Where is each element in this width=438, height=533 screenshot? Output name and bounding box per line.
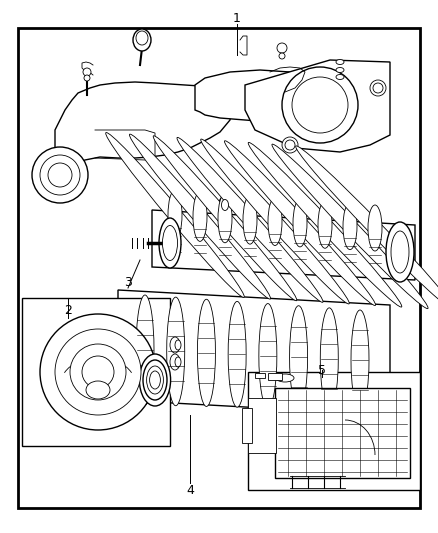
Ellipse shape (143, 360, 167, 400)
Polygon shape (55, 82, 232, 175)
Ellipse shape (248, 142, 402, 307)
Circle shape (373, 83, 383, 93)
Bar (255, 373, 265, 378)
Circle shape (48, 163, 72, 187)
Ellipse shape (272, 144, 428, 309)
Polygon shape (245, 60, 390, 152)
Ellipse shape (153, 136, 297, 301)
Ellipse shape (222, 199, 229, 211)
Ellipse shape (290, 306, 307, 409)
Ellipse shape (293, 199, 307, 247)
Circle shape (277, 43, 287, 53)
Ellipse shape (130, 134, 271, 299)
Ellipse shape (386, 222, 414, 282)
Ellipse shape (193, 192, 207, 241)
Ellipse shape (219, 196, 231, 214)
Ellipse shape (150, 371, 160, 389)
Ellipse shape (268, 198, 282, 246)
Ellipse shape (201, 139, 349, 304)
Text: 2: 2 (64, 303, 72, 317)
Circle shape (370, 80, 386, 96)
Circle shape (282, 137, 298, 153)
Ellipse shape (343, 203, 357, 249)
Circle shape (55, 329, 141, 415)
Ellipse shape (170, 337, 180, 353)
Ellipse shape (136, 31, 148, 45)
Bar (248, 372, 420, 490)
Ellipse shape (86, 381, 110, 399)
Ellipse shape (175, 340, 181, 350)
Bar (275, 388, 410, 478)
Ellipse shape (139, 354, 170, 406)
Circle shape (292, 77, 348, 133)
Ellipse shape (224, 141, 375, 305)
Circle shape (40, 314, 156, 430)
Ellipse shape (259, 304, 277, 408)
Ellipse shape (170, 354, 180, 370)
Ellipse shape (147, 366, 163, 394)
Ellipse shape (136, 295, 154, 405)
Circle shape (32, 147, 88, 203)
Ellipse shape (318, 201, 332, 248)
Text: 3: 3 (124, 277, 132, 289)
Ellipse shape (243, 196, 257, 244)
Circle shape (70, 344, 126, 400)
Ellipse shape (198, 300, 215, 407)
Ellipse shape (391, 231, 409, 273)
Ellipse shape (159, 218, 181, 268)
Polygon shape (195, 70, 320, 122)
Circle shape (82, 356, 114, 388)
Ellipse shape (133, 29, 151, 51)
Bar (248, 398, 276, 453)
Circle shape (40, 155, 80, 195)
Ellipse shape (162, 225, 177, 261)
Ellipse shape (177, 138, 323, 302)
Bar (22, 298, 170, 446)
Ellipse shape (336, 75, 344, 79)
Ellipse shape (218, 194, 232, 243)
Circle shape (282, 67, 358, 143)
Circle shape (83, 68, 91, 76)
Ellipse shape (351, 310, 369, 410)
Ellipse shape (336, 68, 344, 72)
Ellipse shape (168, 190, 182, 240)
Ellipse shape (167, 297, 185, 406)
Bar (268, 373, 282, 380)
Ellipse shape (175, 357, 181, 367)
Polygon shape (152, 210, 415, 280)
Ellipse shape (276, 374, 294, 382)
Text: 1: 1 (233, 12, 241, 25)
Ellipse shape (106, 133, 244, 297)
Ellipse shape (320, 308, 338, 409)
Bar (242, 408, 252, 443)
Ellipse shape (296, 146, 438, 310)
Ellipse shape (368, 205, 382, 251)
Circle shape (285, 140, 295, 150)
Circle shape (279, 53, 285, 59)
Circle shape (84, 75, 90, 81)
Polygon shape (118, 290, 390, 415)
Text: 5: 5 (318, 364, 326, 376)
Ellipse shape (336, 60, 344, 64)
Ellipse shape (228, 302, 246, 407)
Text: 4: 4 (186, 483, 194, 497)
